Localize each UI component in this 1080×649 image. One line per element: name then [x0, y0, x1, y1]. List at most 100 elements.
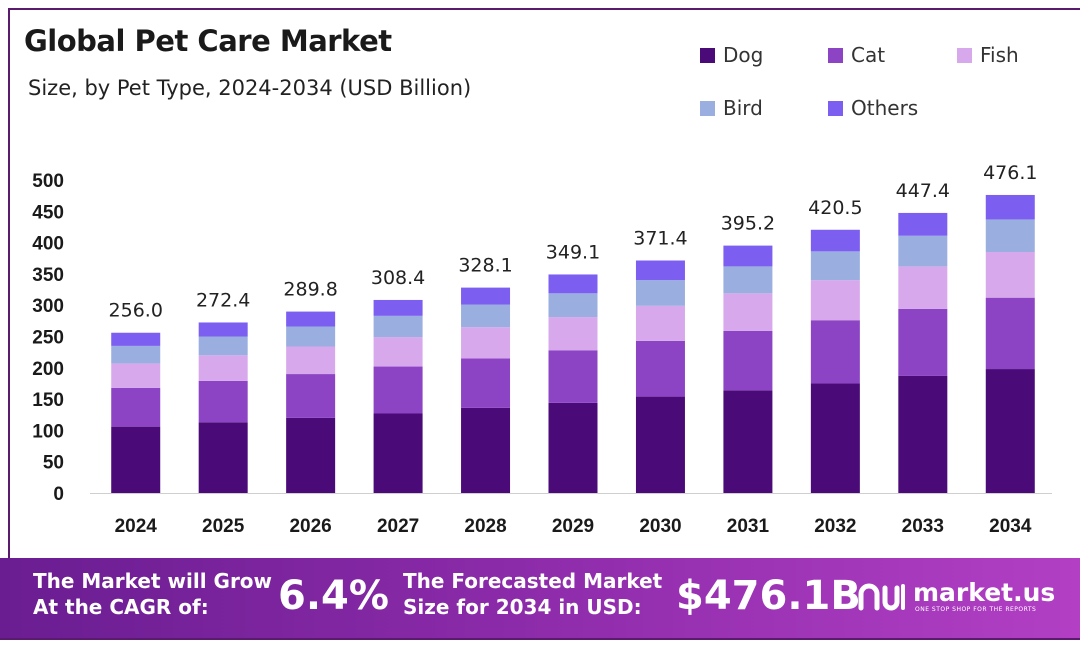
forecast-value: $476.1B	[676, 573, 861, 619]
bar-segment-fish-2025	[198, 355, 248, 381]
x-tick-label-2028: 2028	[464, 516, 506, 537]
bar-segment-cat-2026	[286, 374, 336, 418]
bar-segment-fish-2031	[723, 293, 773, 331]
total-label-2024: 256.0	[109, 300, 163, 322]
legend-item-dog: Dog	[700, 43, 763, 67]
legend-label: Bird	[723, 96, 763, 120]
y-tick-label: 350	[32, 265, 64, 286]
bar-segment-dog-2027	[373, 413, 423, 493]
legend-swatch	[700, 100, 715, 116]
bar-segment-others-2032	[810, 229, 860, 252]
chart-frame	[8, 8, 1080, 558]
x-tick-label-2026: 2026	[289, 516, 331, 537]
x-tick-label-2029: 2029	[552, 516, 594, 537]
y-tick-label: 0	[53, 484, 64, 505]
bar-segment-others-2025	[198, 322, 248, 337]
cagr-label-line2: At the CAGR of:	[33, 595, 209, 619]
bar-segment-cat-2028	[461, 358, 511, 408]
forecast-label-line1: The Forecasted Market	[403, 569, 663, 593]
chart-subtitle: Size, by Pet Type, 2024-2034 (USD Billio…	[28, 76, 472, 100]
bar-segment-fish-2034	[985, 251, 1035, 298]
bar-segment-bird-2030	[635, 280, 685, 306]
bar-segment-fish-2029	[548, 317, 598, 351]
total-label-2033: 447.4	[896, 180, 950, 202]
market-us-logo-tagline: ONE STOP SHOP FOR THE REPORTS	[915, 606, 1037, 613]
bar-segment-fish-2026	[286, 346, 336, 375]
bar-segment-bird-2031	[723, 266, 773, 294]
bar-segment-fish-2028	[461, 327, 511, 359]
market-us-logo-icon	[858, 583, 905, 611]
bar-segment-cat-2031	[723, 330, 773, 391]
x-tick-label-2031: 2031	[727, 516, 770, 537]
x-tick-label-2033: 2033	[902, 516, 944, 537]
legend-label: Cat	[851, 43, 886, 67]
bar-segment-bird-2033	[898, 235, 948, 267]
legend-swatch	[957, 47, 972, 63]
bar-segment-fish-2032	[810, 280, 860, 321]
legend-item-fish: Fish	[957, 43, 1019, 67]
bar-segment-bird-2024	[111, 345, 161, 364]
cagr-label-line1: The Market will Grow	[33, 569, 273, 593]
bar-segment-others-2033	[898, 212, 948, 236]
total-label-2031: 395.2	[721, 213, 775, 235]
y-tick-label: 500	[32, 171, 64, 192]
bar-segment-others-2034	[985, 194, 1035, 220]
y-tick-label: 300	[32, 296, 64, 317]
x-tick-label-2030: 2030	[639, 516, 681, 537]
total-label-2032: 420.5	[808, 197, 862, 219]
x-tick-label-2027: 2027	[377, 516, 419, 537]
forecast-label-line2: Size for 2034 in USD:	[403, 595, 642, 619]
bar-segment-dog-2029	[548, 402, 598, 493]
x-tick-label-2024: 2024	[115, 516, 158, 537]
x-tick-label-2025: 2025	[202, 516, 245, 537]
bar-segment-others-2026	[286, 311, 336, 327]
bottom-divider	[0, 638, 1080, 640]
bar-segment-dog-2033	[898, 375, 948, 493]
x-tick-label-2034: 2034	[989, 516, 1032, 537]
total-label-2025: 272.4	[196, 289, 250, 311]
bar-segment-bird-2029	[548, 293, 598, 318]
y-tick-label: 50	[43, 453, 64, 474]
bar-segment-cat-2034	[985, 297, 1035, 370]
bar-segment-others-2031	[723, 245, 773, 267]
bar-segment-others-2027	[373, 299, 423, 316]
y-tick-label: 200	[32, 359, 64, 380]
bar-segment-others-2029	[548, 274, 598, 294]
cagr-value: 6.4%	[278, 573, 389, 619]
legend-item-bird: Bird	[700, 96, 763, 120]
legend-item-cat: Cat	[828, 43, 885, 67]
legend-swatch	[828, 47, 843, 63]
total-label-2030: 371.4	[633, 228, 687, 250]
bar-segment-fish-2027	[373, 337, 423, 367]
y-tick-label: 150	[32, 390, 64, 411]
bar-segment-dog-2030	[635, 396, 685, 493]
total-label-2028: 328.1	[458, 255, 512, 277]
bar-segment-bird-2032	[810, 251, 860, 281]
summary-banner	[0, 558, 1080, 638]
total-label-2034: 476.1	[983, 162, 1037, 184]
bar-segment-cat-2029	[548, 350, 598, 403]
bar-segment-fish-2024	[111, 363, 161, 388]
bar-segment-bird-2026	[286, 326, 336, 347]
stacked-bar-chart: 0 50 100 150 200 250 300 350 400 450 500 256.0 2024 2…	[32, 162, 1052, 537]
legend-item-others: Others	[828, 96, 918, 120]
legend-swatch	[700, 47, 715, 63]
bar-segment-cat-2025	[198, 380, 248, 423]
bar-segment-bird-2025	[198, 336, 248, 356]
bar-segment-fish-2030	[635, 305, 685, 341]
bar-segment-others-2028	[461, 287, 511, 305]
bar-segment-dog-2025	[198, 422, 248, 493]
bar-segment-others-2030	[635, 260, 685, 281]
y-tick-label: 100	[32, 421, 64, 442]
bar-segment-cat-2032	[810, 320, 860, 384]
bar-segment-bird-2028	[461, 304, 511, 328]
bar-segment-dog-2031	[723, 390, 773, 493]
bar-segment-others-2024	[111, 332, 161, 346]
legend-label: Fish	[980, 43, 1019, 67]
y-tick-label: 400	[32, 234, 64, 255]
bar-segment-dog-2032	[810, 383, 860, 493]
legend-label: Others	[851, 96, 919, 120]
bar-segment-cat-2027	[373, 366, 423, 414]
market-us-logo-text: market.us	[913, 578, 1056, 607]
legend-swatch	[828, 100, 843, 116]
